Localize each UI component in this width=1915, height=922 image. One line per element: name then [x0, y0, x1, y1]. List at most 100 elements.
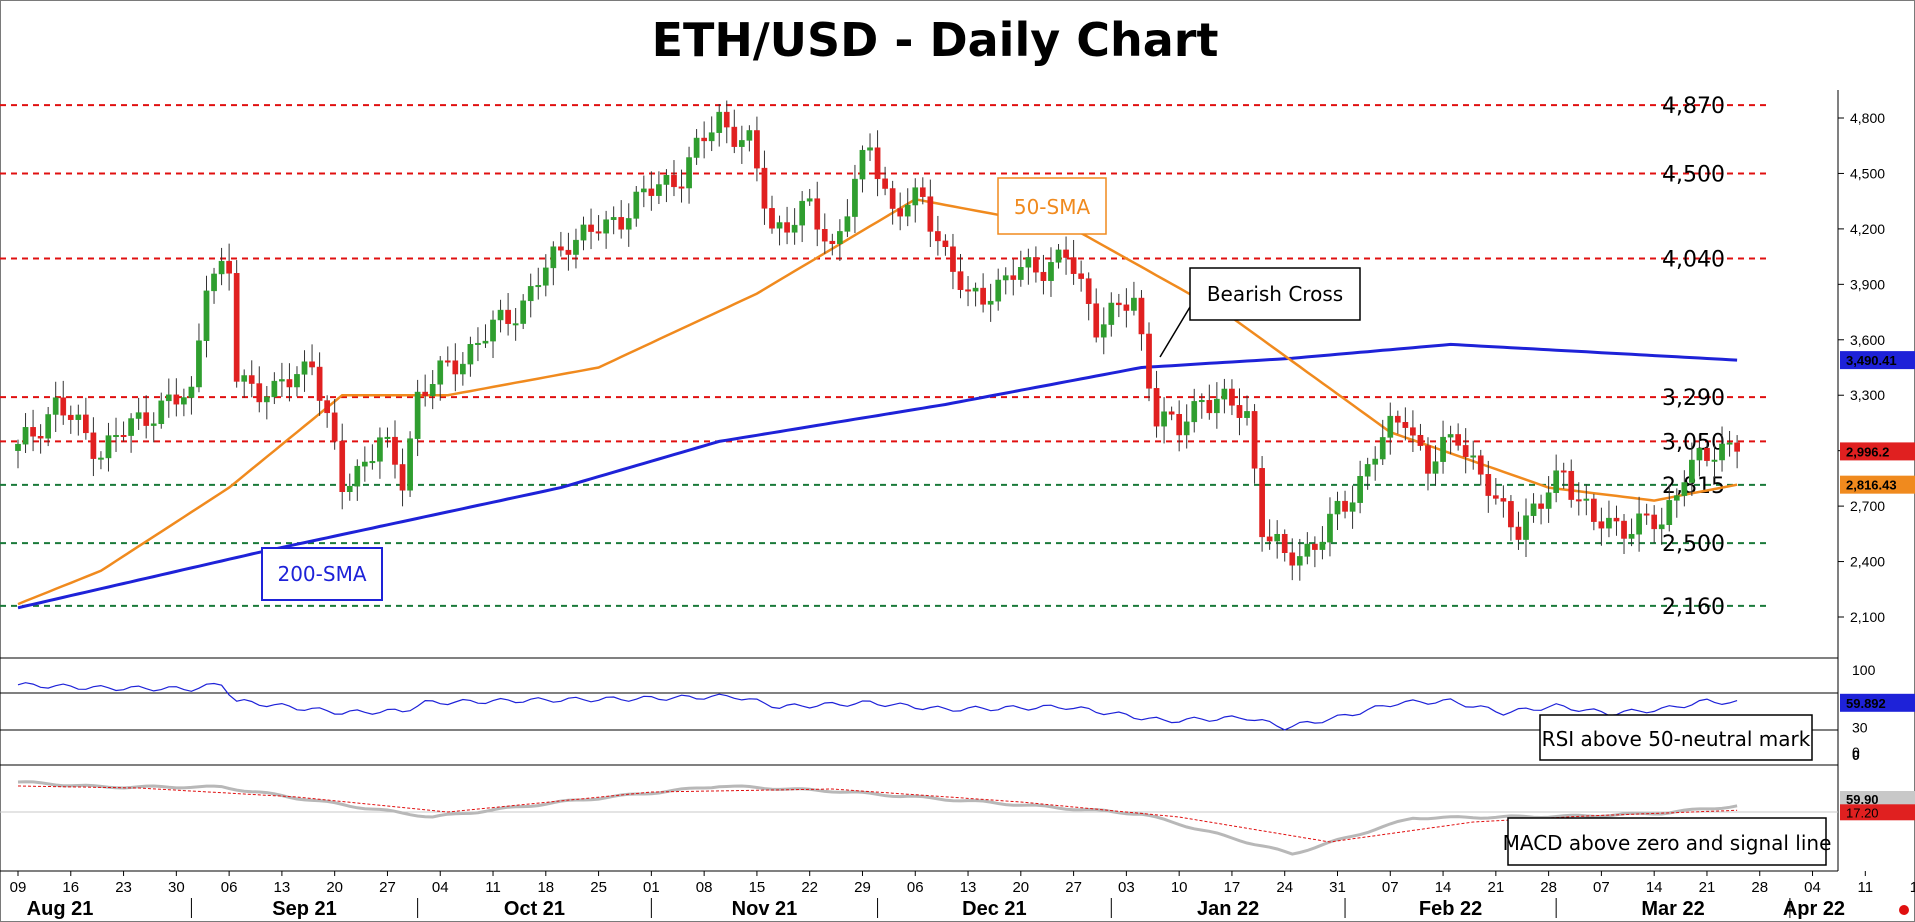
candle-body [1485, 474, 1492, 496]
rsi-tick-label-2: 0 [1852, 744, 1860, 760]
candle-body [1153, 388, 1160, 427]
candle-body [980, 287, 986, 305]
candle-body [633, 191, 640, 219]
candle-body [233, 273, 240, 382]
bearish-cross-pointer [1159, 306, 1191, 358]
day-label-30: 07 [1593, 879, 1610, 896]
candle-body [203, 290, 210, 341]
month-label-6: Feb 22 [1419, 898, 1482, 920]
month-label-5: Jan 22 [1197, 898, 1259, 920]
candle-body [565, 249, 572, 255]
day-label-27: 14 [1435, 879, 1452, 896]
candle-body [935, 231, 941, 242]
candle-body [1289, 552, 1296, 566]
price-tick-label-0: 4,800 [1850, 110, 1885, 126]
candle-body [1146, 333, 1152, 389]
day-label-20: 27 [1065, 879, 1082, 896]
candle-body [346, 485, 353, 492]
day-label-14: 15 [749, 879, 766, 896]
candle-body [1470, 455, 1477, 458]
candle-body [467, 344, 474, 365]
candle-body [196, 340, 202, 388]
price-tag-box-1 [1840, 442, 1915, 461]
candle-body [535, 285, 542, 288]
level-label-4: 3,050 [1662, 430, 1725, 455]
price-tag-0: 3,490.41 [1846, 353, 1897, 368]
candle-body [995, 279, 1002, 302]
day-label-11: 25 [590, 879, 607, 896]
candle-body [1387, 415, 1394, 438]
candle-body [1296, 556, 1303, 566]
candle-body [1236, 405, 1243, 418]
day-label-19: 20 [1012, 879, 1029, 896]
month-label-8: Apr 22 [1783, 898, 1845, 920]
candle-body [1681, 482, 1688, 496]
candle-body [1545, 492, 1552, 509]
candle-body [1206, 400, 1213, 414]
candle-body [1726, 442, 1733, 445]
candle-body [83, 414, 89, 434]
candle-body [45, 414, 52, 439]
candle-body [520, 300, 527, 324]
month-label-4: Dec 21 [962, 898, 1027, 920]
candle-body [505, 309, 511, 324]
candle-body [663, 175, 670, 185]
candle-body [1455, 434, 1461, 446]
candle-body [588, 224, 594, 232]
price-tick-label-7: 2,700 [1850, 498, 1885, 514]
candle-body [1696, 447, 1703, 461]
candle-body [1492, 495, 1499, 499]
candle-body [1327, 513, 1333, 543]
candle-body [1025, 257, 1032, 268]
day-label-8: 04 [432, 879, 449, 896]
candle-body [686, 157, 692, 189]
candle-body [271, 380, 278, 398]
candle-body [1447, 434, 1454, 438]
candle-body [1342, 500, 1348, 512]
candle-body [1508, 501, 1514, 528]
candle-body [482, 340, 489, 344]
day-label-5: 13 [274, 879, 291, 896]
candle-body [361, 461, 368, 467]
day-label-4: 06 [221, 879, 238, 896]
candle-body [1606, 517, 1612, 529]
candle-body [1417, 435, 1424, 446]
candle-body [769, 208, 775, 229]
day-label-18: 13 [960, 879, 977, 896]
candle-body [444, 360, 451, 363]
candle-body [625, 218, 632, 230]
candle-body [716, 111, 723, 133]
candle-body [942, 240, 949, 248]
candle-body [1477, 455, 1484, 475]
candle-body [897, 208, 904, 217]
candle-body [1138, 297, 1145, 335]
day-label-31: 14 [1646, 879, 1663, 896]
day-label-12: 01 [643, 879, 660, 896]
candle-body [1560, 470, 1567, 473]
price-tick-label-3: 3,900 [1850, 276, 1885, 292]
day-label-26: 07 [1382, 879, 1399, 896]
candle-body [15, 443, 21, 451]
candle-body [874, 147, 881, 180]
candle-body [882, 178, 888, 189]
candle-body [1221, 388, 1228, 400]
day-label-21: 03 [1118, 879, 1135, 896]
level-label-2: 4,040 [1662, 247, 1725, 272]
candle-body [1070, 257, 1077, 274]
candle-body [671, 175, 677, 188]
rsi-tick-label-1: 30 [1852, 719, 1868, 735]
candle-body [1500, 498, 1507, 502]
candle-body [1432, 461, 1439, 474]
candle-body [30, 427, 36, 437]
day-label-29: 28 [1540, 879, 1557, 896]
month-label-2: Oct 21 [504, 898, 565, 920]
candle-body [618, 217, 625, 230]
candle-body [218, 260, 225, 275]
candle-body [512, 323, 519, 326]
day-label-17: 06 [907, 879, 924, 896]
candle-body [279, 379, 285, 382]
day-label-3: 30 [168, 879, 185, 896]
price-tick-label-4: 3,600 [1850, 332, 1885, 348]
candle-body [1651, 514, 1658, 530]
candle-body [452, 360, 459, 375]
